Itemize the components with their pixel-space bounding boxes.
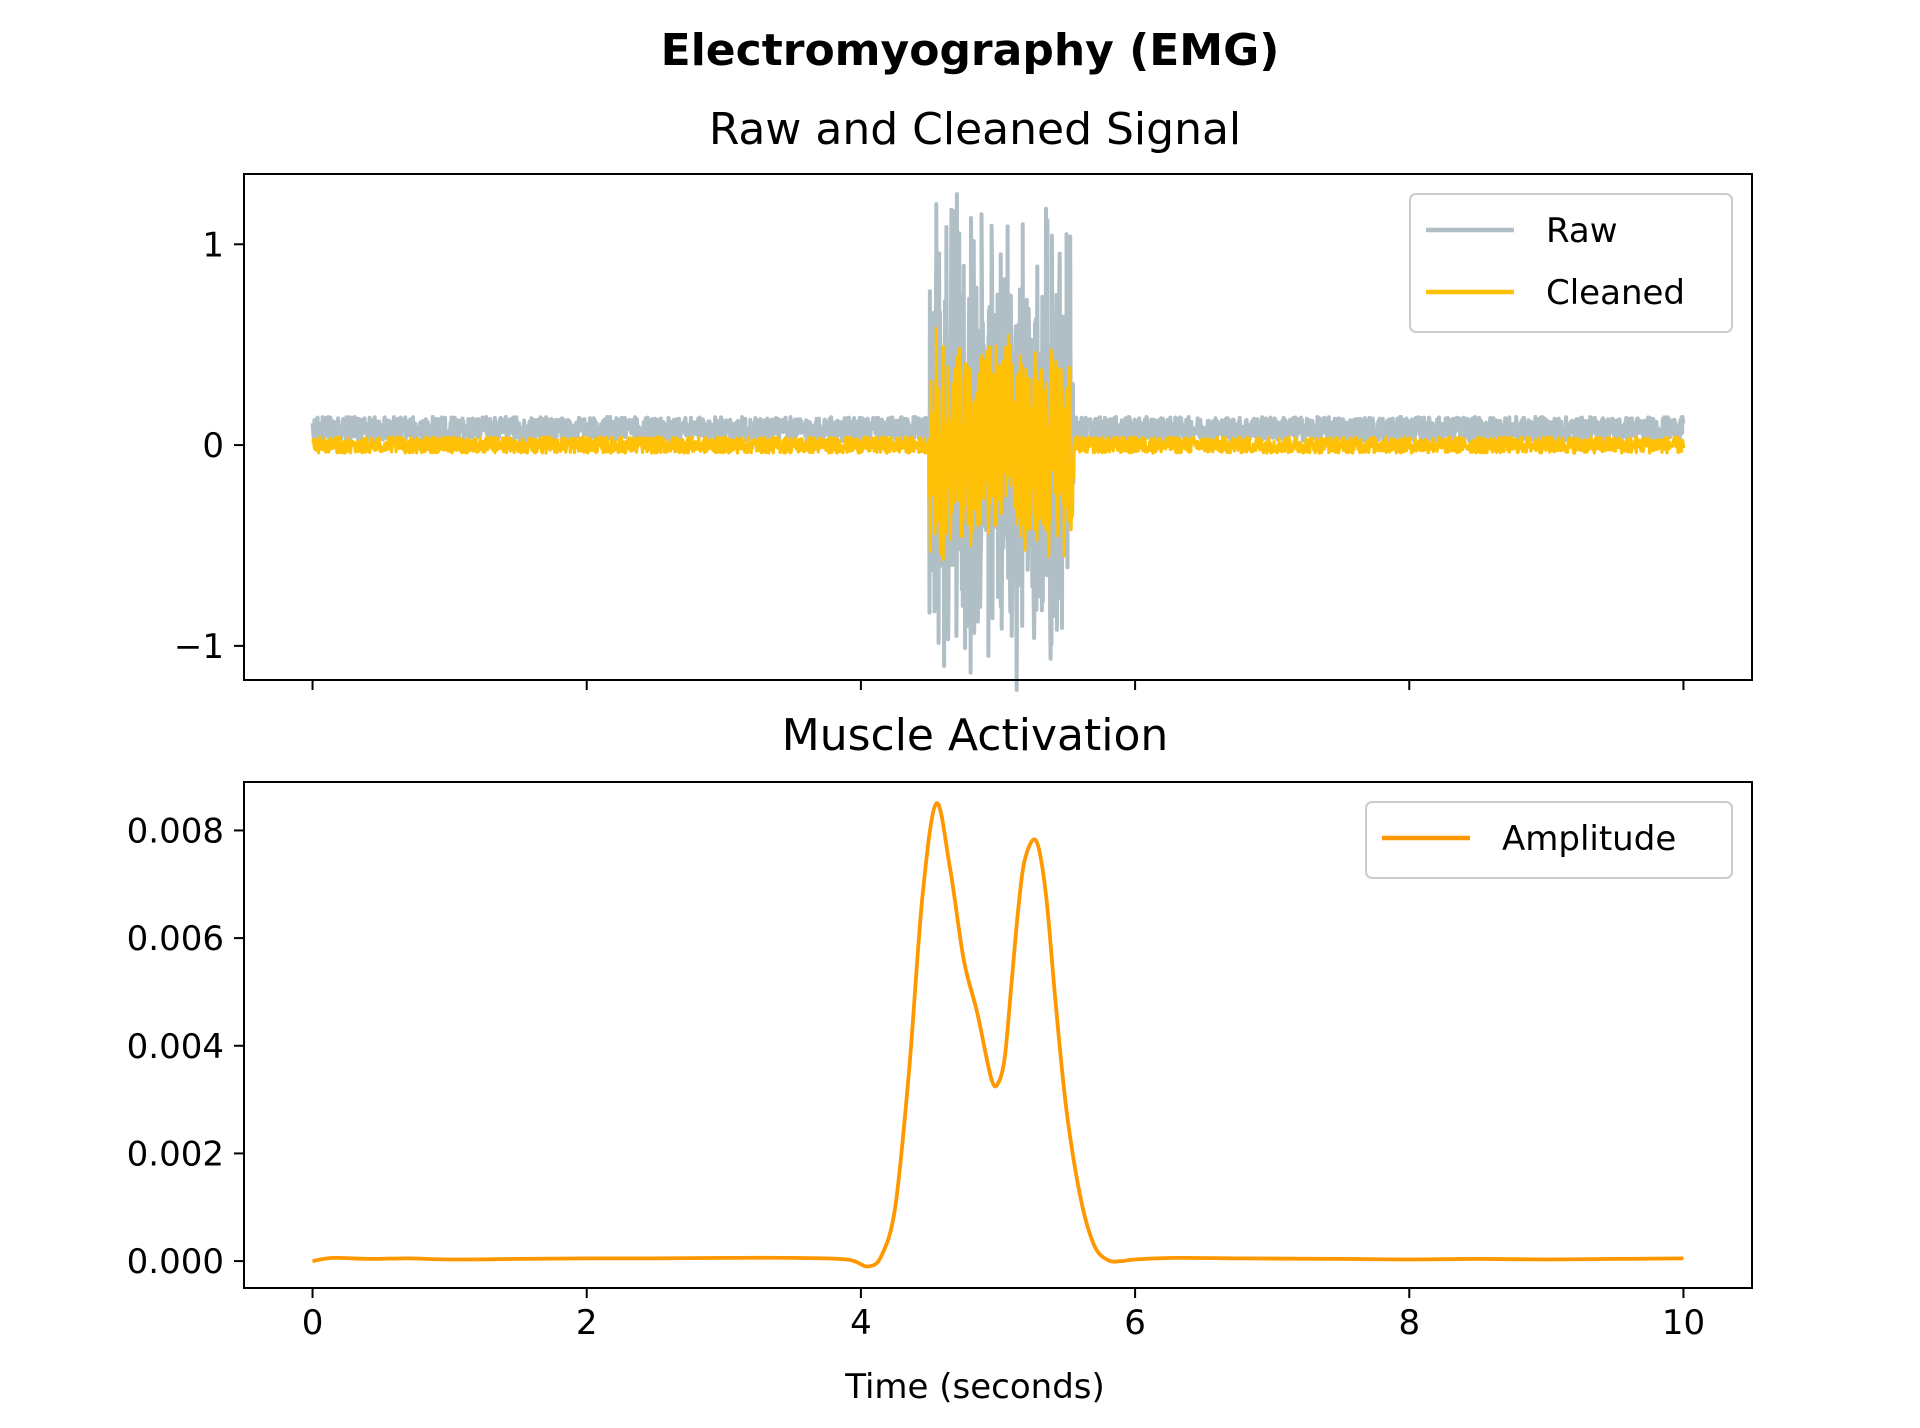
x-tick-label: 4	[850, 1303, 872, 1343]
series-line-amplitude	[312, 801, 1684, 1269]
raw-cleaned-signal-plot: −1 0 1 Raw Cleaned	[174, 173, 1753, 692]
legend: Amplitude	[1365, 801, 1733, 879]
y-tick-label: 0.000	[127, 1242, 224, 1282]
x-tick-label: 0	[302, 1303, 324, 1343]
legend-label-amplitude: Amplitude	[1502, 819, 1676, 859]
y-tick-label: 0.008	[127, 811, 224, 851]
y-tick-label: 0.004	[127, 1027, 224, 1067]
x-tick-label: 8	[1398, 1303, 1420, 1343]
legend-label-cleaned: Cleaned	[1546, 273, 1685, 313]
legend-box	[1365, 801, 1733, 879]
series-line-raw	[310, 192, 1686, 692]
legend-label-raw: Raw	[1546, 211, 1618, 251]
x-tick-label: 6	[1124, 1303, 1146, 1343]
x-axis-label: Time (seconds)	[844, 1367, 1105, 1407]
y-tick-label: 0.006	[127, 919, 224, 959]
x-tick-label: 10	[1662, 1303, 1705, 1343]
x-tick-label: 2	[576, 1303, 598, 1343]
axes-frame	[243, 173, 1753, 681]
axes-frame	[243, 781, 1753, 1289]
muscle-activation-title: Muscle Activation	[782, 710, 1169, 761]
raw-cleaned-title: Raw and Cleaned Signal	[709, 104, 1241, 155]
y-tick-label: 0	[202, 426, 224, 466]
plot-series-group	[312, 801, 1684, 1269]
legend: Raw Cleaned	[1409, 193, 1733, 333]
y-tick-label: 0.002	[127, 1134, 224, 1174]
figure-suptitle: Electromyography (EMG)	[661, 25, 1280, 76]
muscle-activation-plot: 0 2 4 6 8 10 0.000 0.002 0.004 0.006 0.008 Amplitud…	[127, 781, 1753, 1343]
plot-series-group	[310, 192, 1686, 692]
y-tick-label: 1	[202, 225, 224, 265]
y-tick-label: −1	[174, 627, 224, 667]
series-line-cleaned	[311, 327, 1686, 562]
